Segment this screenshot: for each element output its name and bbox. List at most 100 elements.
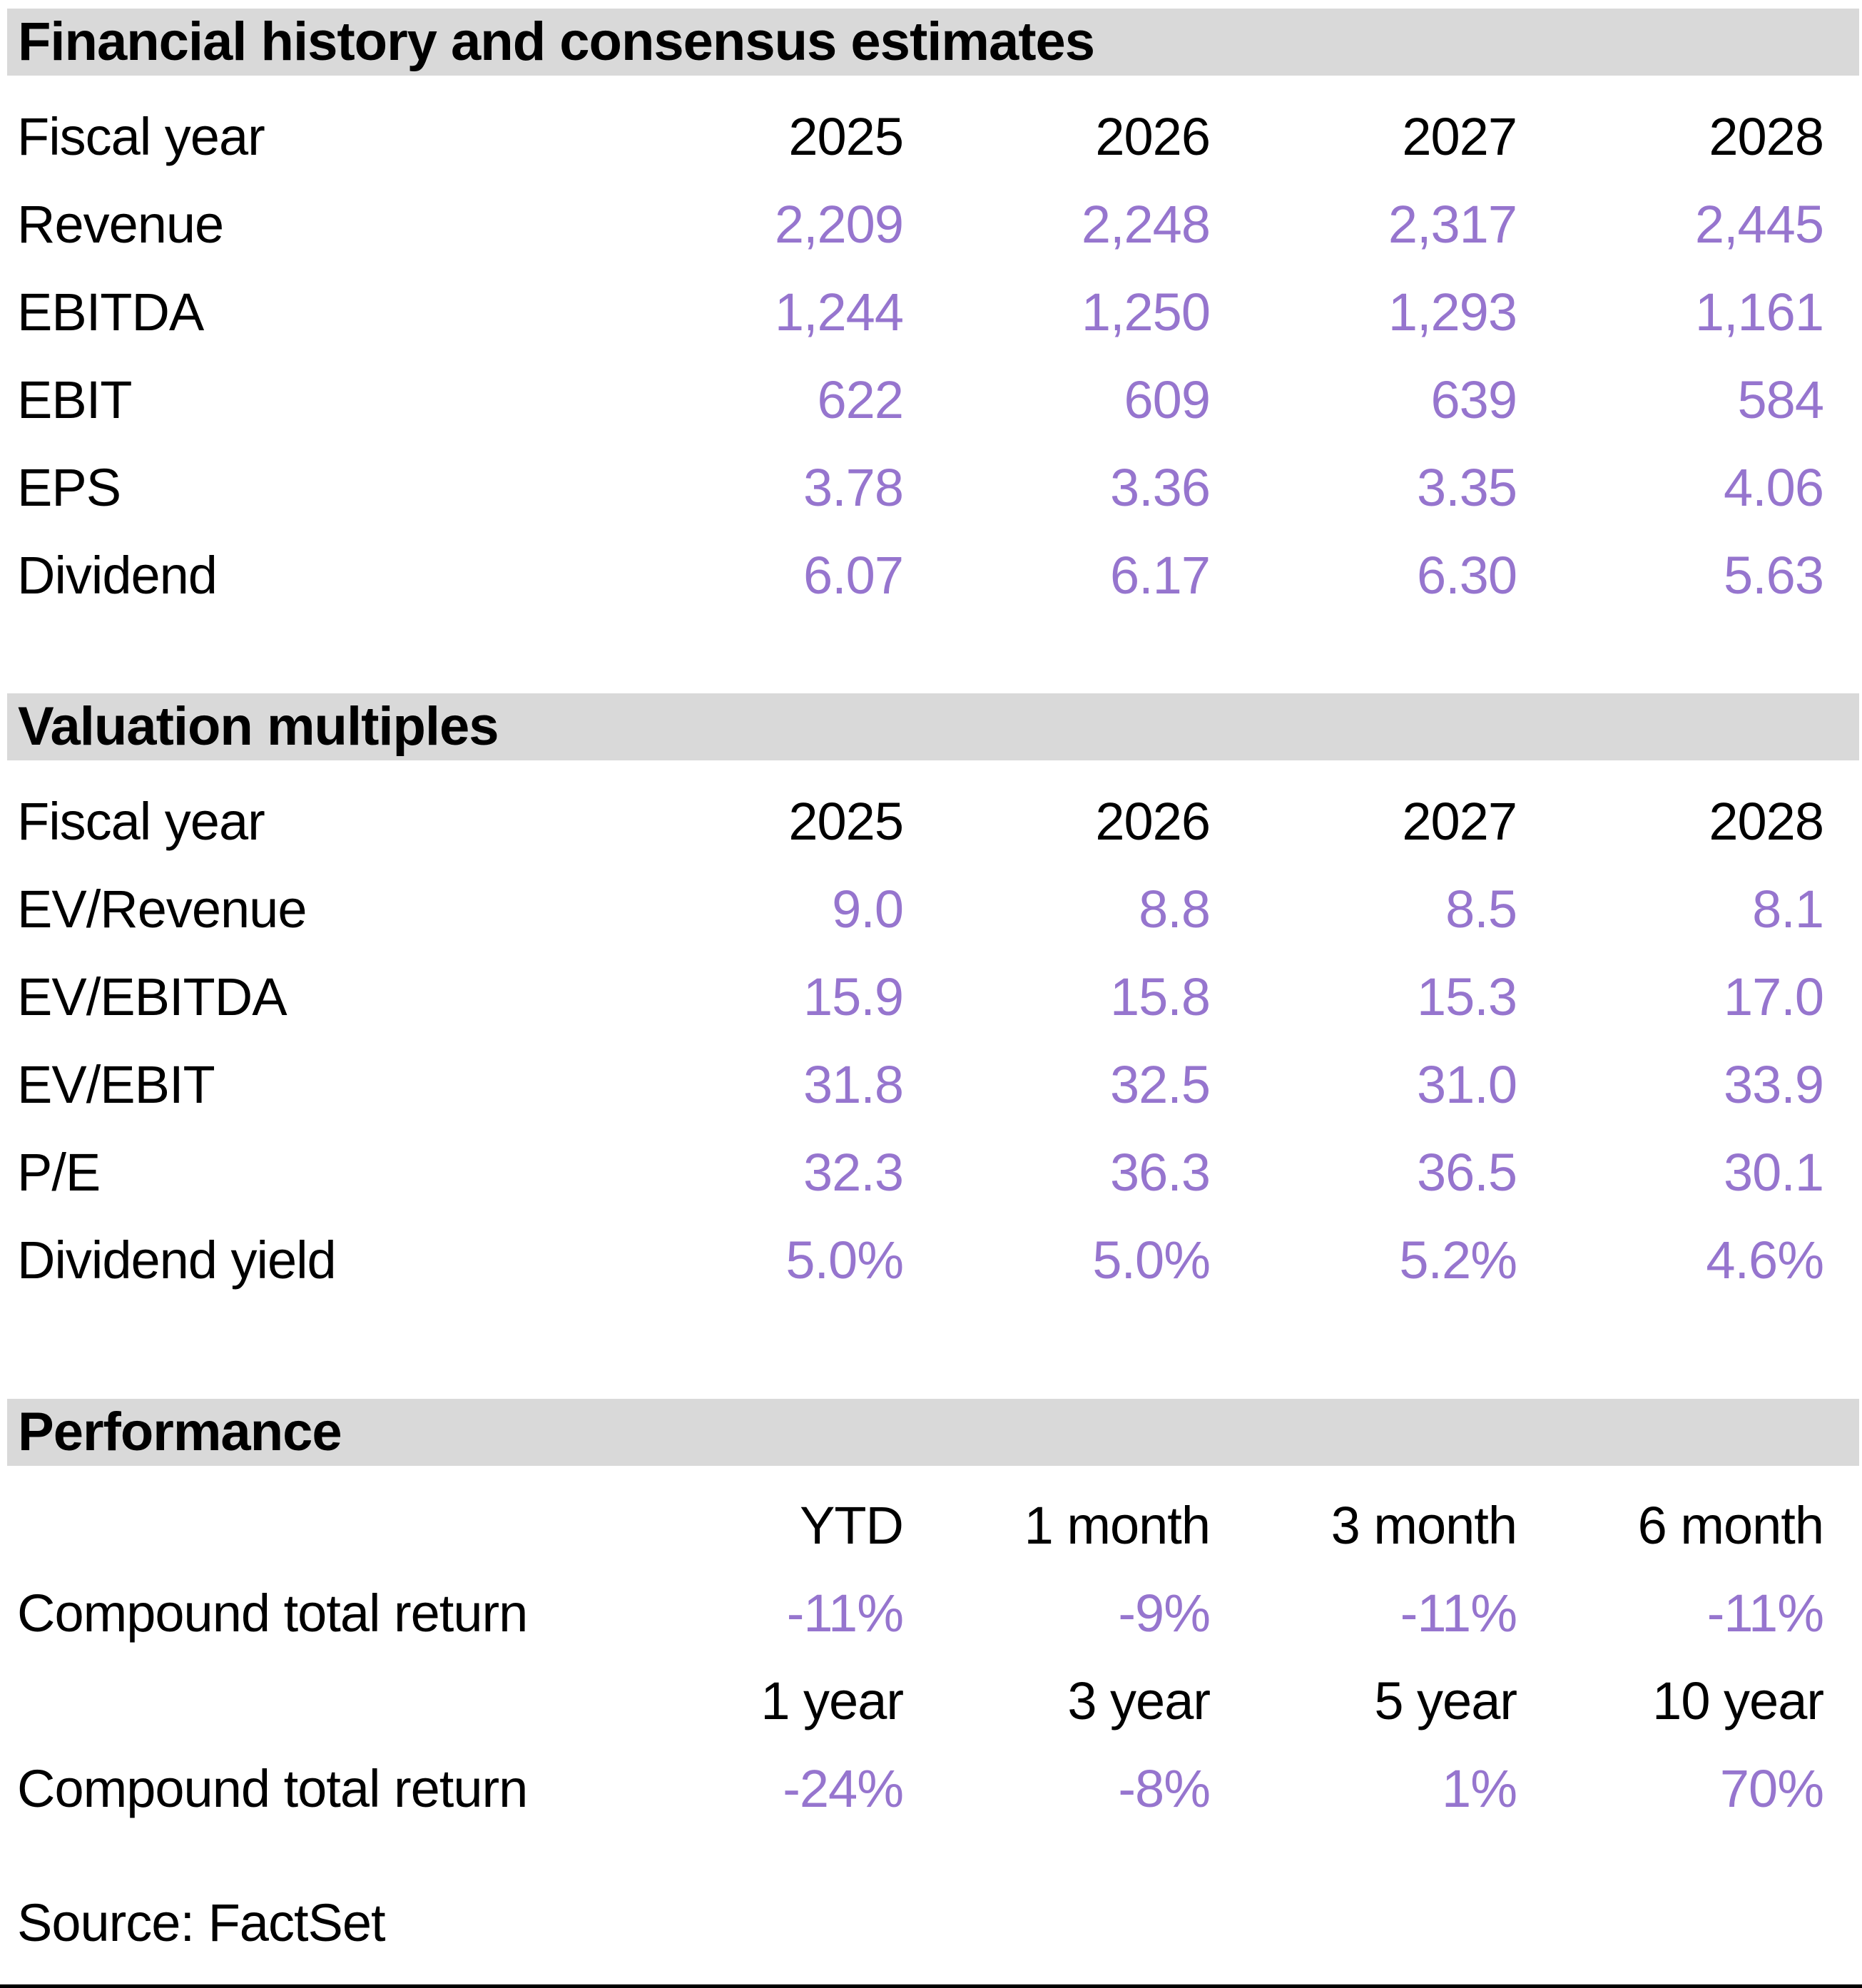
section-title: Valuation multiples <box>18 696 499 757</box>
period-header-cell: 3 month <box>1331 1495 1517 1555</box>
value-cell: 33.9 <box>1723 1054 1824 1114</box>
value-cell: 32.5 <box>1109 1054 1211 1114</box>
value-cell: -11% <box>786 1583 904 1643</box>
value-cell: -11% <box>1400 1583 1517 1643</box>
value-cell: 1,250 <box>1081 282 1211 342</box>
value-cell: 2,445 <box>1694 194 1824 254</box>
value-cell: 3.35 <box>1416 457 1517 517</box>
section-title: Financial history and consensus estimate… <box>18 11 1095 72</box>
value-cell: 3.36 <box>1109 457 1211 517</box>
value-cell: 5.0% <box>785 1230 904 1290</box>
value-cell: 32.3 <box>803 1142 904 1202</box>
section-title: Performance <box>18 1402 342 1462</box>
value-cell: 6.30 <box>1416 545 1517 605</box>
row-label: EBITDA <box>17 282 204 342</box>
period-header-cell: 1 year <box>760 1671 904 1730</box>
value-cell: 609 <box>1124 369 1211 429</box>
table-row-compound-return-long: Compound total return -24% -8% 1% 70% <box>17 1745 1824 1832</box>
table-row-dividend-yield: Dividend yield 5.0% 5.0% 5.2% 4.6% <box>17 1216 1824 1304</box>
table-row-ev-revenue: EV/Revenue 9.0 8.8 8.5 8.1 <box>17 865 1824 953</box>
value-cell: 36.3 <box>1109 1142 1211 1202</box>
period-header-cell: 10 year <box>1652 1671 1824 1730</box>
row-label: EV/EBITDA <box>17 967 288 1026</box>
value-cell: 3.78 <box>803 457 904 517</box>
value-cell: 8.1 <box>1752 879 1824 939</box>
table-row-dividend: Dividend 6.07 6.17 6.30 5.63 <box>17 531 1824 619</box>
period-header-cell: YTD <box>800 1495 904 1555</box>
fiscal-year-header-row: Fiscal year 2025 2026 2027 2028 <box>17 93 1824 180</box>
value-cell: 4.06 <box>1723 457 1824 517</box>
period-header-cell: 6 month <box>1637 1495 1824 1555</box>
row-label: Compound total return <box>17 1758 528 1818</box>
period-header-cell: 5 year <box>1374 1671 1517 1730</box>
value-cell: 15.3 <box>1416 967 1517 1026</box>
value-cell: 1% <box>1442 1758 1517 1818</box>
year-header-cell: 2027 <box>1402 791 1517 851</box>
fiscal-year-label: Fiscal year <box>17 106 265 166</box>
value-cell: 31.0 <box>1416 1054 1517 1114</box>
fiscal-year-header-row: Fiscal year 2025 2026 2027 2028 <box>17 778 1824 865</box>
row-label: EPS <box>17 457 121 517</box>
value-cell: 1,244 <box>774 282 904 342</box>
value-cell: 5.0% <box>1092 1230 1211 1290</box>
period-header-cell: 1 month <box>1024 1495 1211 1555</box>
value-cell: 17.0 <box>1723 967 1824 1026</box>
value-cell: -24% <box>783 1758 904 1818</box>
value-cell: 584 <box>1737 369 1824 429</box>
section-header-valuation-multiples: Valuation multiples <box>7 693 1859 760</box>
value-cell: 2,248 <box>1081 194 1211 254</box>
value-cell: 1,293 <box>1388 282 1517 342</box>
value-cell: 36.5 <box>1416 1142 1517 1202</box>
year-header-cell: 2028 <box>1709 791 1824 851</box>
financial-history-table: Fiscal year 2025 2026 2027 2028 Revenue … <box>17 76 1824 619</box>
value-cell: 70% <box>1719 1758 1824 1818</box>
value-cell: 1,161 <box>1694 282 1824 342</box>
value-cell: 5.2% <box>1399 1230 1517 1290</box>
valuation-multiples-table: Fiscal year 2025 2026 2027 2028 EV/Reven… <box>17 760 1824 1304</box>
value-cell: -11% <box>1706 1583 1824 1643</box>
row-label: P/E <box>17 1142 101 1202</box>
row-label: EV/EBIT <box>17 1054 215 1114</box>
value-cell: 30.1 <box>1723 1142 1824 1202</box>
table-row-eps: EPS 3.78 3.36 3.35 4.06 <box>17 444 1824 531</box>
table-row-revenue: Revenue 2,209 2,248 2,317 2,445 <box>17 180 1824 268</box>
long-period-header-row: 1 year 3 year 5 year 10 year <box>17 1657 1824 1745</box>
row-label: Revenue <box>17 194 224 254</box>
financial-fact-sheet: Financial history and consensus estimate… <box>0 9 1862 1988</box>
row-label: EBIT <box>17 369 132 429</box>
value-cell: -8% <box>1118 1758 1211 1818</box>
performance-table: YTD 1 month 3 month 6 month Compound tot… <box>17 1466 1824 1832</box>
table-row-compound-return-short: Compound total return -11% -9% -11% -11% <box>17 1569 1824 1657</box>
year-header-cell: 2026 <box>1095 106 1211 166</box>
value-cell: 8.8 <box>1139 879 1211 939</box>
section-header-financial-history: Financial history and consensus estimate… <box>7 9 1859 76</box>
value-cell: 5.63 <box>1723 545 1824 605</box>
table-row-ev-ebit: EV/EBIT 31.8 32.5 31.0 33.9 <box>17 1041 1824 1128</box>
section-financial-history: Financial history and consensus estimate… <box>0 9 1862 619</box>
row-label: Dividend yield <box>17 1230 337 1290</box>
source-note: Source: FactSet <box>17 1893 386 1952</box>
value-cell: 4.6% <box>1706 1230 1824 1290</box>
section-header-performance: Performance <box>7 1399 1859 1466</box>
row-label: Dividend <box>17 545 218 605</box>
value-cell: 6.07 <box>803 545 904 605</box>
year-header-cell: 2028 <box>1709 106 1824 166</box>
table-row-ebit: EBIT 622 609 639 584 <box>17 356 1824 444</box>
value-cell: 9.0 <box>832 879 904 939</box>
period-header-cell: 3 year <box>1067 1671 1211 1730</box>
table-row-ebitda: EBITDA 1,244 1,250 1,293 1,161 <box>17 268 1824 356</box>
value-cell: 2,209 <box>774 194 904 254</box>
value-cell: -9% <box>1118 1583 1211 1643</box>
section-valuation-multiples: Valuation multiples Fiscal year 2025 202… <box>0 693 1862 1304</box>
value-cell: 6.17 <box>1109 545 1211 605</box>
year-header-cell: 2025 <box>788 106 904 166</box>
fiscal-year-label: Fiscal year <box>17 791 265 851</box>
row-label: Compound total return <box>17 1583 528 1643</box>
year-header-cell: 2027 <box>1402 106 1517 166</box>
year-header-cell: 2025 <box>788 791 904 851</box>
value-cell: 8.5 <box>1445 879 1517 939</box>
value-cell: 31.8 <box>803 1054 904 1114</box>
value-cell: 2,317 <box>1388 194 1517 254</box>
section-performance: Performance YTD 1 month 3 month 6 month … <box>0 1399 1862 1832</box>
value-cell: 15.8 <box>1109 967 1211 1026</box>
